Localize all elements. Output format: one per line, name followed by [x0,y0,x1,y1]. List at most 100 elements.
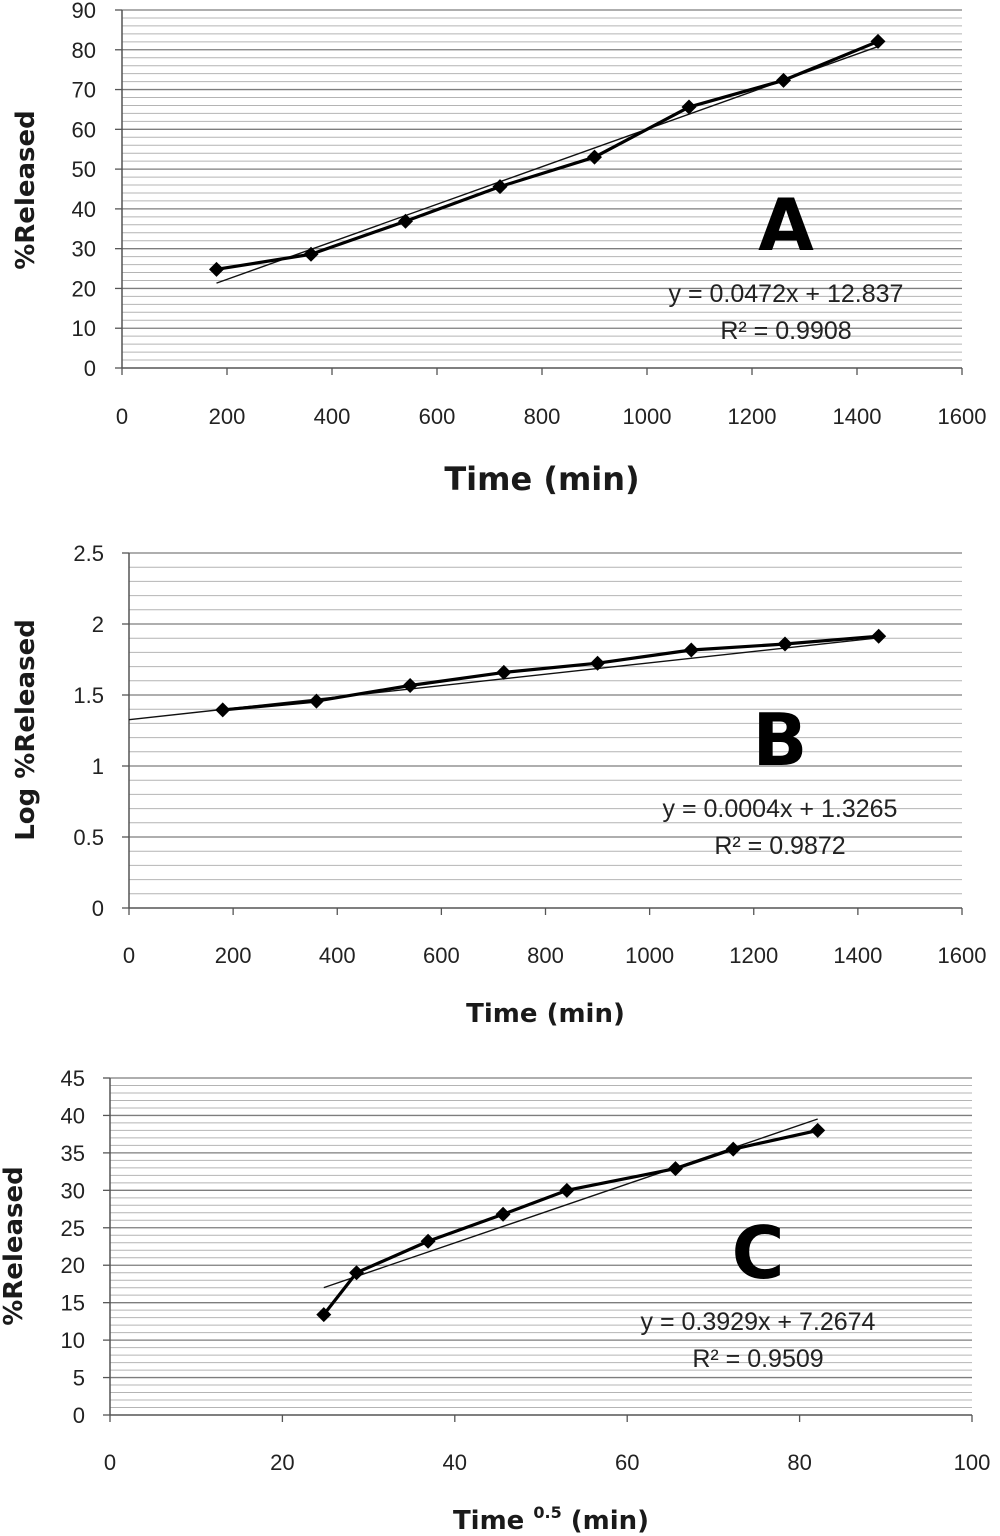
series-line [322,1128,819,1316]
y-axis-title: %Released [11,110,41,270]
x-tick-label: 100 [954,1450,991,1475]
data-point [303,246,319,262]
data-point [590,655,606,671]
x-tick-label: 0 [116,404,128,429]
x-tick-label: 0 [104,1450,116,1475]
y-tick-label: 0 [84,356,96,381]
chart-panel-a: 0 10 20 30 40 50 60 70 80 90 0 200 400 600 800 1000 1200… [11,0,986,498]
y-tick-label: 30 [72,237,96,262]
y-tick-label: 2.5 [73,541,104,566]
data-point [402,677,418,693]
panel-label: B [753,698,808,782]
x-tick-label: 400 [319,943,356,968]
series-line [222,634,879,712]
y-tick-label: 35 [61,1141,85,1166]
x-tick-label: 1400 [833,943,882,968]
y-tick-label: 70 [72,78,96,103]
x-tick-label: 1600 [938,943,987,968]
data-point [349,1265,365,1281]
x-tick-label: 200 [215,943,252,968]
x-tick-label: 200 [209,404,246,429]
data-point [681,99,697,115]
regression-equation: y = 0.0472x + 12.837 [669,280,904,308]
data-point [559,1182,575,1198]
x-axis-title: Time 0.5 (min) [453,1503,649,1536]
gridlines [110,1077,972,1409]
x-tick-label: 0 [123,943,135,968]
x-tick-label: 80 [787,1450,811,1475]
y-tick-label: 0.5 [73,825,104,850]
x-tick-label: 40 [443,1450,467,1475]
data-point [870,33,886,49]
y-tick-label: 2 [92,612,104,637]
x-tick-label: 60 [615,1450,639,1475]
x-tick-label: 800 [524,404,561,429]
y-tick-label: 60 [72,117,96,142]
r-squared: R² = 0.9872 [714,832,845,860]
x-tick-label: 1400 [833,404,882,429]
y-tick-label: 40 [61,1103,85,1128]
x-tick-label: 800 [527,943,564,968]
y-tick-label: 1.5 [73,683,104,708]
data-point [667,1161,683,1177]
data-point [683,642,699,658]
x-axis-title-unit: (min) [562,1506,649,1536]
gridlines [129,552,962,895]
x-tick-label: 1000 [625,943,674,968]
panel-label: C [732,1211,785,1295]
panel-label: A [758,183,814,267]
y-tick-label: 40 [72,197,96,222]
x-tick-label: 20 [270,1450,294,1475]
x-axis-title-main: Time [453,1506,533,1536]
x-tick-label: 1200 [728,404,777,429]
data-point [810,1122,826,1138]
data-point [209,261,224,277]
y-tick-label: 20 [61,1253,85,1278]
data-point [398,213,413,229]
y-tick-label: 1 [92,754,104,779]
data-point [316,1307,332,1323]
y-tick-label: 0 [73,1403,85,1428]
data-point [776,72,791,88]
y-tick-label: 10 [72,316,96,341]
x-tick-label: 400 [314,404,351,429]
data-point [492,179,508,195]
y-tick-label: 0 [92,896,104,921]
y-tick-label: 5 [73,1366,85,1391]
x-tick-label: 1200 [729,943,778,968]
y-axis-title: %Released [0,1166,29,1326]
regression-equation: y = 0.3929x + 7.2674 [641,1308,876,1336]
y-tick-label: 30 [61,1178,85,1203]
y-tick-label: 10 [61,1328,85,1353]
regression-equation: y = 0.0004x + 1.3265 [663,795,898,823]
data-point [777,636,793,652]
y-tick-label: 25 [61,1216,85,1241]
x-axis-title-superscript: 0.5 [533,1503,561,1522]
r-squared: R² = 0.9908 [720,317,851,345]
y-tick-label: 15 [61,1291,85,1316]
x-tick-label: 600 [419,404,456,429]
x-axis-title: Time (min) [444,460,639,498]
data-point [587,149,602,165]
chart-panel-c: 0 5 10 15 20 25 30 35 40 45 0 20 40 60 80 100 Time 0.5 (… [0,1066,990,1536]
data-point [420,1233,436,1249]
data-point [495,1206,511,1222]
data-point [496,664,512,680]
data-point [308,693,324,709]
y-tick-label: 80 [72,38,96,63]
y-tick-label: 90 [72,0,96,23]
data-point [871,628,887,644]
y-axis-title: Log %Released [11,619,41,841]
r-squared: R² = 0.9509 [692,1345,823,1373]
data-point [215,702,231,718]
x-tick-label: 1600 [938,404,987,429]
x-tick-label: 600 [423,943,460,968]
chart-panel-b: 0 0.5 1 1.5 2 2.5 0 200 400 600 800 1000 1200 1400 160… [11,541,986,1029]
y-tick-label: 50 [72,157,96,182]
y-tick-label: 20 [72,276,96,301]
series-line [216,39,879,271]
x-tick-label: 1000 [623,404,672,429]
y-tick-label: 45 [61,1066,85,1091]
x-axis-title: Time (min) [466,999,625,1029]
